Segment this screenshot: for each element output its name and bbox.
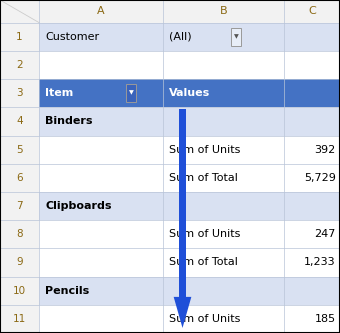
- Text: 392: 392: [315, 145, 336, 155]
- Text: 4: 4: [16, 117, 23, 127]
- Text: 3: 3: [16, 88, 23, 98]
- Text: 247: 247: [314, 229, 336, 239]
- FancyBboxPatch shape: [39, 79, 163, 107]
- FancyBboxPatch shape: [179, 109, 186, 297]
- FancyBboxPatch shape: [163, 220, 284, 248]
- FancyBboxPatch shape: [0, 192, 39, 220]
- Text: Item: Item: [45, 88, 73, 98]
- FancyBboxPatch shape: [39, 192, 163, 220]
- FancyBboxPatch shape: [0, 305, 39, 333]
- Text: 5: 5: [16, 145, 23, 155]
- Text: Clipboards: Clipboards: [45, 201, 112, 211]
- FancyBboxPatch shape: [126, 84, 136, 102]
- Text: ▼: ▼: [234, 34, 238, 39]
- FancyBboxPatch shape: [0, 136, 39, 164]
- Text: ▼: ▼: [129, 91, 133, 96]
- Text: 2: 2: [16, 60, 23, 70]
- FancyBboxPatch shape: [163, 164, 284, 192]
- FancyBboxPatch shape: [284, 192, 340, 220]
- FancyBboxPatch shape: [284, 248, 340, 277]
- FancyBboxPatch shape: [163, 248, 284, 277]
- Polygon shape: [174, 297, 191, 328]
- Text: Sum of Total: Sum of Total: [169, 173, 238, 183]
- Text: 8: 8: [16, 229, 23, 239]
- Text: Sum of Total: Sum of Total: [169, 257, 238, 267]
- FancyBboxPatch shape: [163, 192, 284, 220]
- Text: 5,729: 5,729: [304, 173, 336, 183]
- Text: 185: 185: [315, 314, 336, 324]
- FancyBboxPatch shape: [284, 164, 340, 192]
- Text: Sum of Units: Sum of Units: [169, 229, 241, 239]
- Text: 10: 10: [13, 286, 26, 296]
- FancyBboxPatch shape: [39, 51, 163, 79]
- Text: Pencils: Pencils: [45, 286, 89, 296]
- FancyBboxPatch shape: [39, 277, 163, 305]
- Text: 6: 6: [16, 173, 23, 183]
- FancyBboxPatch shape: [284, 277, 340, 305]
- FancyBboxPatch shape: [39, 136, 163, 164]
- FancyBboxPatch shape: [284, 305, 340, 333]
- FancyBboxPatch shape: [0, 248, 39, 277]
- FancyBboxPatch shape: [163, 0, 284, 23]
- FancyBboxPatch shape: [284, 79, 340, 107]
- FancyBboxPatch shape: [0, 79, 39, 107]
- Text: Sum of Units: Sum of Units: [169, 314, 241, 324]
- Text: Customer: Customer: [45, 32, 99, 42]
- FancyBboxPatch shape: [163, 136, 284, 164]
- FancyBboxPatch shape: [284, 23, 340, 51]
- Text: C: C: [308, 6, 316, 16]
- Text: Sum of Units: Sum of Units: [169, 145, 241, 155]
- Text: 1: 1: [16, 32, 23, 42]
- Text: 9: 9: [16, 257, 23, 267]
- Text: Values: Values: [169, 88, 210, 98]
- FancyBboxPatch shape: [39, 305, 163, 333]
- Text: A: A: [97, 6, 105, 16]
- Text: 7: 7: [16, 201, 23, 211]
- FancyBboxPatch shape: [284, 51, 340, 79]
- FancyBboxPatch shape: [39, 248, 163, 277]
- FancyBboxPatch shape: [39, 23, 163, 51]
- Text: B: B: [220, 6, 227, 16]
- FancyBboxPatch shape: [0, 164, 39, 192]
- FancyBboxPatch shape: [163, 107, 284, 136]
- FancyBboxPatch shape: [231, 28, 241, 46]
- Text: Binders: Binders: [45, 117, 93, 127]
- FancyBboxPatch shape: [284, 0, 340, 23]
- FancyBboxPatch shape: [163, 277, 284, 305]
- FancyBboxPatch shape: [284, 107, 340, 136]
- Text: 1,233: 1,233: [304, 257, 336, 267]
- Text: 11: 11: [13, 314, 26, 324]
- FancyBboxPatch shape: [39, 0, 163, 23]
- FancyBboxPatch shape: [0, 0, 39, 23]
- FancyBboxPatch shape: [284, 220, 340, 248]
- Text: (All): (All): [169, 32, 192, 42]
- FancyBboxPatch shape: [163, 305, 284, 333]
- FancyBboxPatch shape: [39, 164, 163, 192]
- FancyBboxPatch shape: [0, 51, 39, 79]
- FancyBboxPatch shape: [163, 23, 284, 51]
- FancyBboxPatch shape: [0, 220, 39, 248]
- FancyBboxPatch shape: [163, 51, 284, 79]
- FancyBboxPatch shape: [39, 107, 163, 136]
- FancyBboxPatch shape: [163, 79, 284, 107]
- FancyBboxPatch shape: [0, 107, 39, 136]
- FancyBboxPatch shape: [39, 220, 163, 248]
- FancyBboxPatch shape: [0, 23, 39, 51]
- FancyBboxPatch shape: [284, 136, 340, 164]
- FancyBboxPatch shape: [0, 277, 39, 305]
